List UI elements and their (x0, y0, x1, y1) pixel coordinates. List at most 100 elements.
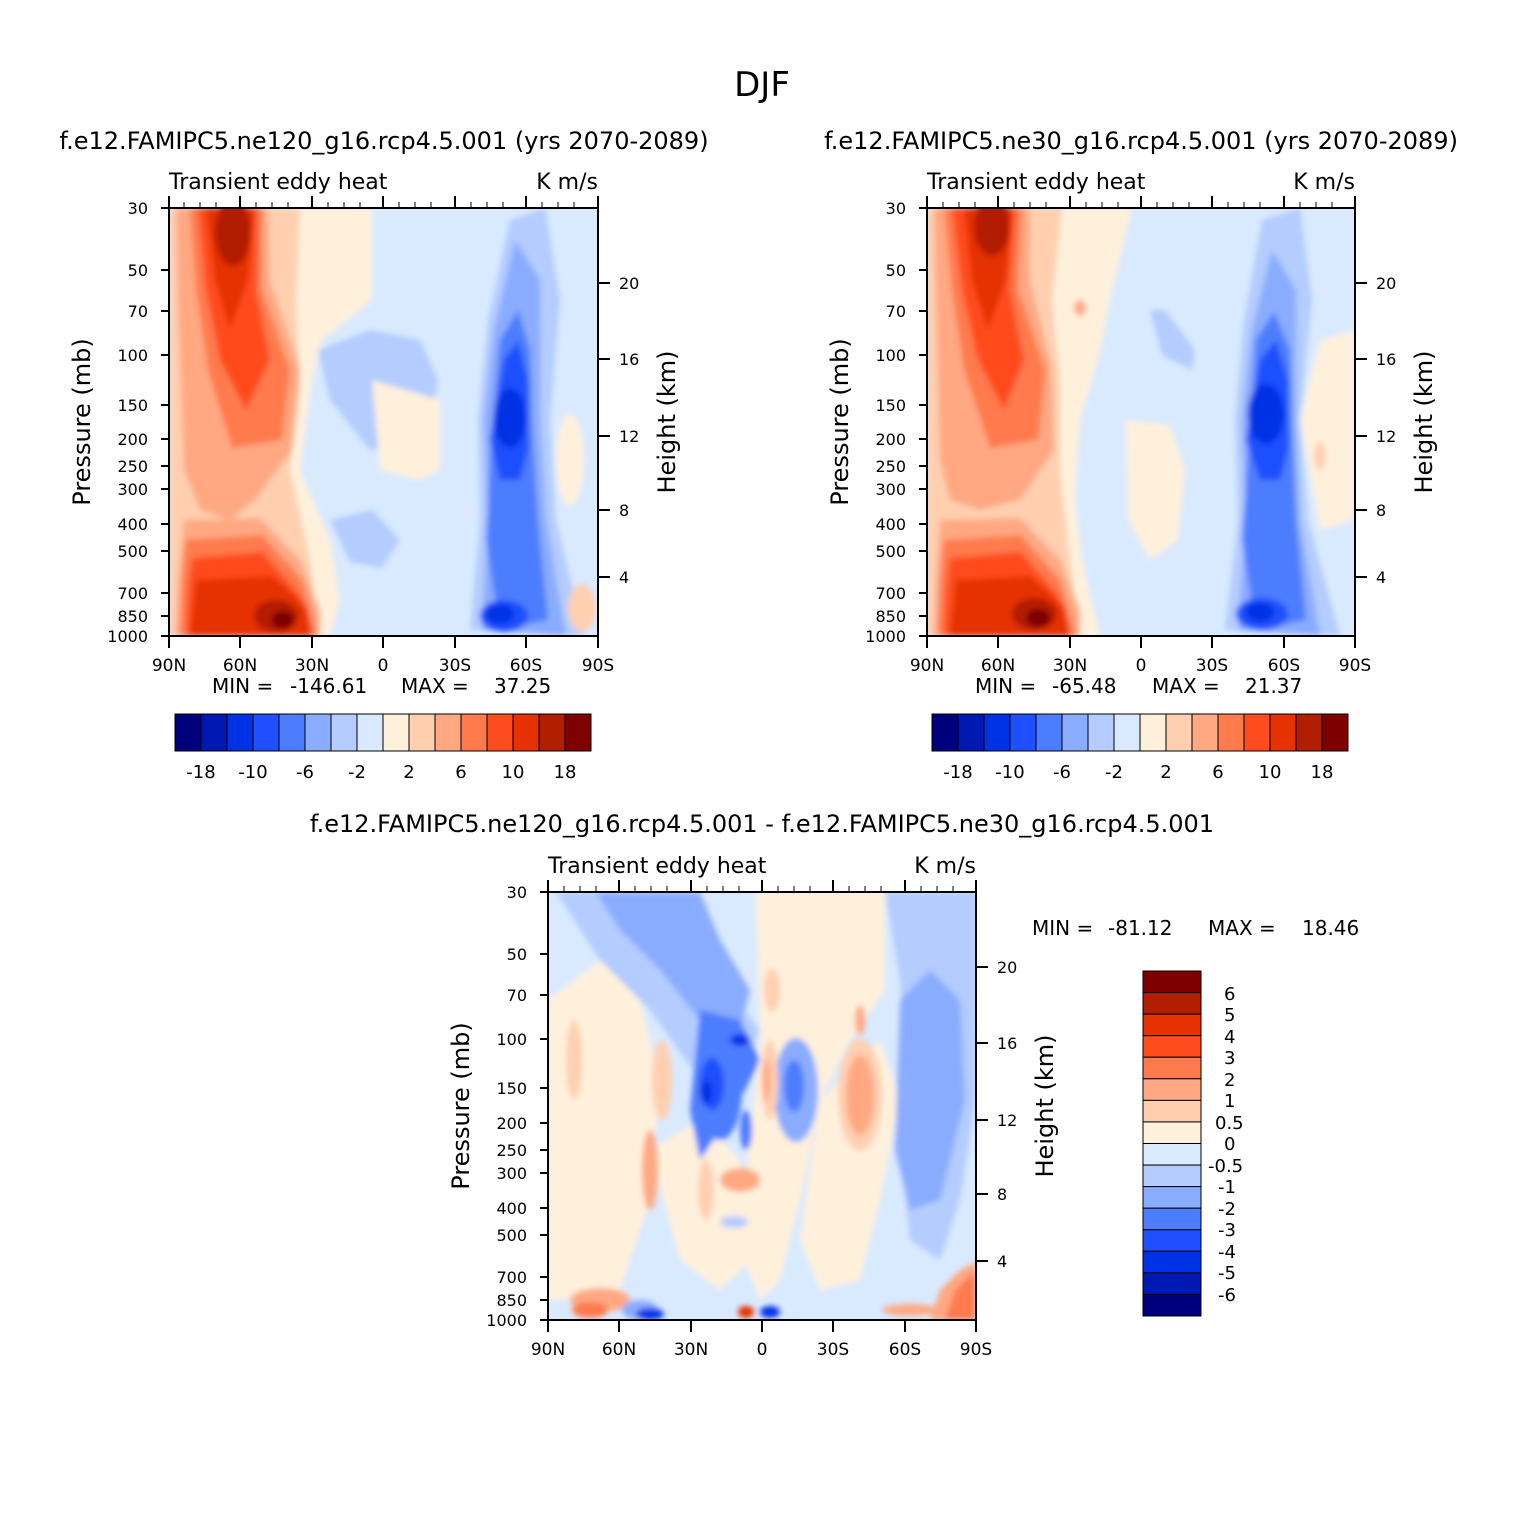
colorbar-swatch (356, 713, 384, 752)
colorbar: 6 5 4 3 2 1 0.5 0 -0.5 -1 -2 -3 -4 -5 -6 (1142, 970, 1244, 1317)
colorbar-label: 5 (1224, 1005, 1235, 1026)
min-max-readout: MIN = -146.61 MAX = 37.25 (212, 674, 551, 698)
colorbar-swatches (931, 713, 1349, 752)
height-tick-label: 12 (1376, 427, 1396, 446)
colorbar-swatch (1295, 713, 1323, 752)
colorbar-label: -18 (186, 762, 215, 783)
colorbar-label: 10 (1259, 762, 1282, 783)
height-tick-label: 16 (1376, 350, 1396, 369)
y-right-tick-labels: 20 16 12 8 4 (997, 958, 1017, 1271)
x-tick-label: 30N (674, 1340, 708, 1360)
x-tick-label: 60S (889, 1340, 921, 1360)
max-label: MAX = (401, 674, 469, 698)
colorbar-swatch (1142, 1056, 1202, 1080)
y-tick-label: 300 (875, 480, 906, 499)
colorbar-label: -10 (238, 762, 267, 783)
y-tick-label: 850 (117, 607, 148, 626)
height-tick-label: 4 (1376, 568, 1386, 587)
y-tick-label: 200 (875, 430, 906, 449)
height-tick-label: 8 (619, 501, 629, 520)
y-tick-label: 70 (128, 302, 148, 321)
panel-left-label: Transient eddy heat (926, 170, 1146, 195)
colorbar-swatch (330, 713, 358, 752)
max-label: MAX = (1152, 674, 1220, 698)
min-max-readout: MIN = -65.48 MAX = 21.37 (975, 674, 1302, 698)
panel-left-label: Transient eddy heat (168, 170, 388, 195)
max-value: 21.37 (1245, 674, 1302, 698)
colorbar-swatch (304, 713, 332, 752)
y-tick-label: 500 (875, 542, 906, 561)
y-tick-label: 700 (496, 1268, 527, 1287)
colorbar-swatch (1139, 713, 1167, 752)
panel-units-label: K m/s (1293, 170, 1355, 195)
colorbar-swatch (1142, 1013, 1202, 1037)
colorbar-swatch (1035, 713, 1063, 752)
colorbar-swatch (1217, 713, 1245, 752)
height-tick-label: 20 (1376, 274, 1396, 293)
colorbar-swatch (1142, 1186, 1202, 1209)
panel-ne30: f.e12.FAMIPC5.ne30_g16.rcp4.5.001 (yrs 2… (824, 127, 1458, 783)
y-right-axis-label: Height (km) (1410, 351, 1438, 494)
y-tick-label: 200 (117, 430, 148, 449)
colorbar-label: 10 (502, 762, 525, 783)
height-tick-label: 8 (997, 1185, 1007, 1204)
y-tick-label: 850 (875, 607, 906, 626)
y-tick-label: 700 (875, 584, 906, 603)
colorbar-label: -6 (296, 762, 314, 783)
colorbar-label: -2 (1105, 762, 1123, 783)
colorbar-swatch (1142, 1272, 1202, 1295)
colorbar-label: 2 (403, 762, 414, 783)
colorbar-swatch (460, 713, 488, 752)
min-label: MIN = (212, 674, 273, 698)
x-tick-labels: 90N 60N 30N 0 30S 60S 90S (910, 656, 1371, 676)
colorbar-label: -1 (1218, 1177, 1236, 1198)
x-tick-label: 90N (152, 656, 186, 676)
contour-field (169, 208, 598, 636)
x-tick-label: 30N (295, 656, 329, 676)
y-tick-label: 300 (117, 480, 148, 499)
x-tick-label: 30S (1196, 656, 1228, 676)
colorbar-label: 2 (1160, 762, 1171, 783)
y-axis-label: Pressure (mb) (826, 338, 854, 505)
colorbar-swatch (1142, 1207, 1202, 1231)
y-tick-label: 50 (128, 261, 148, 280)
x-tick-labels: 90N 60N 30N 0 30S 60S 90S (152, 656, 614, 676)
colorbar-swatches (174, 713, 592, 752)
x-tick-labels: 90N 60N 30N 0 30S 60S 90S (531, 1340, 992, 1360)
y-right-axis-label: Height (km) (653, 351, 681, 494)
height-tick-label: 16 (997, 1034, 1017, 1053)
panel-difference: f.e12.FAMIPC5.ne120_g16.rcp4.5.001 - f.e… (310, 810, 1359, 1360)
colorbar-swatch (1061, 713, 1089, 752)
colorbar-swatch (1142, 1164, 1202, 1188)
min-label: MIN = (975, 674, 1036, 698)
y-tick-label: 100 (875, 346, 906, 365)
panel-ne120: f.e12.FAMIPC5.ne120_g16.rcp4.5.001 (yrs … (59, 127, 708, 783)
colorbar-swatch (1142, 1293, 1202, 1317)
colorbar-label: -6 (1053, 762, 1071, 783)
height-tick-label: 4 (997, 1252, 1007, 1271)
colorbar-label: 18 (554, 762, 577, 783)
colorbar-label: -2 (348, 762, 366, 783)
y-tick-label: 850 (496, 1291, 527, 1310)
min-value: -146.61 (290, 674, 367, 698)
colorbar: -18 -10 -6 -2 2 6 10 18 (931, 713, 1349, 783)
panel-units-label: K m/s (536, 170, 598, 195)
max-value: 18.46 (1302, 916, 1359, 940)
colorbar-label: 6 (1224, 984, 1235, 1005)
x-tick-label: 60N (223, 656, 257, 676)
colorbar-swatch (252, 713, 280, 752)
colorbar-label: 0 (1224, 1134, 1235, 1155)
x-tick-label: 60S (1268, 656, 1300, 676)
colorbar-swatch (226, 713, 254, 752)
x-tick-label: 90S (960, 1340, 992, 1360)
y-tick-label: 500 (496, 1226, 527, 1245)
x-tick-label: 90N (910, 656, 944, 676)
colorbar-swatch (486, 713, 514, 752)
colorbar-label: -2 (1218, 1199, 1236, 1220)
colorbar-swatch (1165, 713, 1193, 752)
y-tick-label: 250 (117, 457, 148, 476)
colorbar-swatch (1142, 1078, 1202, 1101)
x-tick-label: 60N (981, 656, 1015, 676)
x-tick-label: 60S (510, 656, 542, 676)
y-tick-label: 100 (496, 1030, 527, 1049)
